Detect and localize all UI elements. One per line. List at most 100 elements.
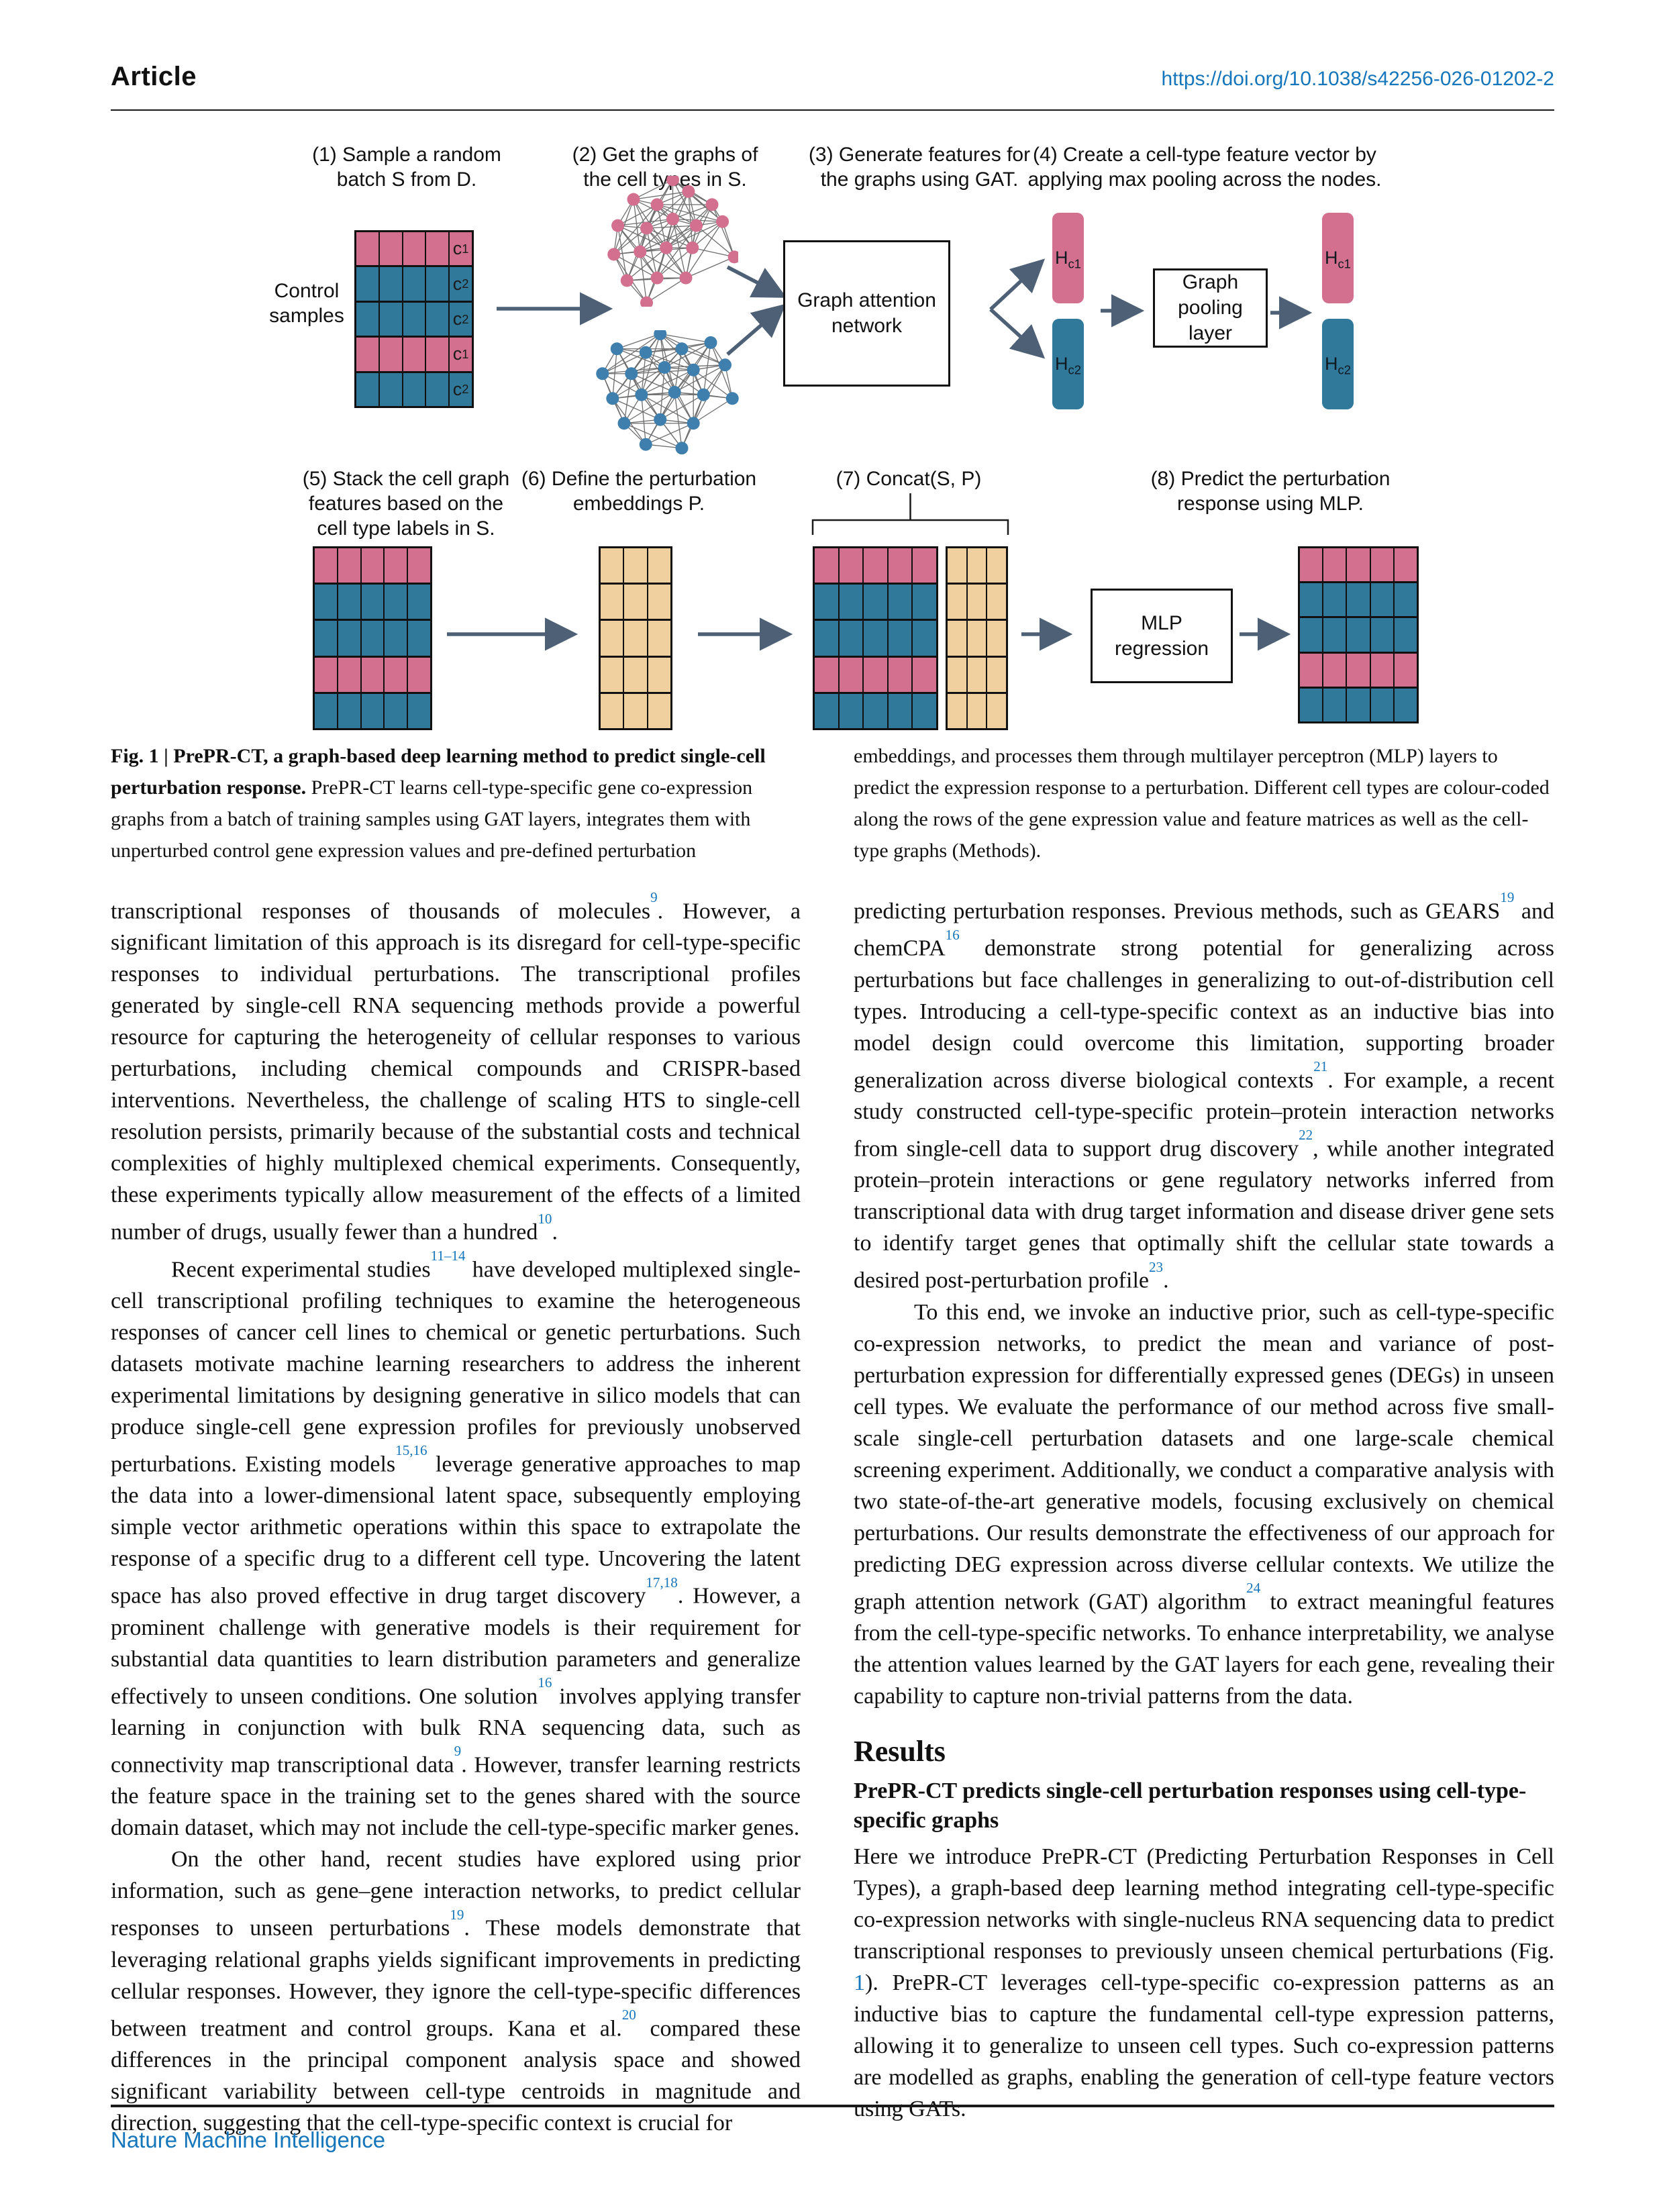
matrix-cell	[911, 657, 936, 692]
matrix-cell	[360, 585, 384, 619]
matrix-cell	[911, 693, 936, 729]
reference-link[interactable]: 23	[1148, 1258, 1164, 1275]
figure-reference-link[interactable]: 1	[854, 1970, 865, 1995]
reference-link[interactable]: 20	[621, 2007, 636, 2023]
matrix-cell	[336, 693, 360, 729]
perturbation-embeddings-matrix	[599, 546, 672, 730]
graph-node	[650, 271, 664, 285]
matrix-cell	[360, 693, 384, 729]
matrix-cell	[378, 232, 402, 266]
perturbation-embeddings-matrix-row	[601, 619, 670, 656]
reference-link[interactable]: 9	[650, 889, 658, 906]
matrix-cell	[425, 232, 448, 266]
perturbation-embeddings-matrix-row	[601, 655, 670, 692]
feature-vector-label: Hc2	[1325, 354, 1351, 377]
concat-bracket	[811, 493, 1009, 535]
reference-link[interactable]: 15,16	[395, 1442, 427, 1459]
matrix-cell	[1322, 688, 1346, 722]
matrix-cell	[401, 372, 425, 407]
matrix-cell	[1369, 583, 1393, 617]
reference-link[interactable]: 22	[1299, 1127, 1313, 1144]
reference-link[interactable]: 19	[1500, 889, 1515, 906]
concat-cell-matrix-row	[815, 619, 936, 656]
matrix-cell	[966, 585, 987, 619]
cell-type-feature-vector: Hc2	[1322, 319, 1354, 409]
figure-step-label-5: (5) Stack the cell graph features based o…	[302, 468, 510, 540]
paragraph: Here we introduce PrePR-CT (Predicting P…	[854, 1844, 1554, 2121]
matrix-cell	[838, 657, 863, 692]
matrix-cell	[887, 621, 912, 656]
matrix-cell	[815, 585, 838, 619]
paragraph: predicting perturbation responses. Previ…	[854, 889, 1555, 1293]
graph-node	[679, 271, 693, 285]
reference-link[interactable]: 16	[945, 926, 960, 943]
graph-node	[660, 241, 673, 254]
matrix-cell	[601, 585, 623, 619]
feature-vector-label: Hc2	[1055, 354, 1081, 377]
journal-name[interactable]: Nature Machine Intelligence	[111, 2127, 386, 2152]
matrix-cell	[360, 548, 384, 583]
concat-perturbation-matrix-row	[948, 655, 1006, 692]
graph-node	[634, 245, 647, 258]
matrix-cell	[336, 548, 360, 583]
matrix-cell	[1300, 583, 1322, 616]
reference-link[interactable]: 10	[538, 1210, 552, 1227]
predicted-response-matrix	[1298, 546, 1419, 723]
matrix-cell	[1393, 548, 1417, 582]
reference-link[interactable]: 16	[538, 1674, 552, 1691]
matrix-cell	[1369, 548, 1393, 582]
reference-link[interactable]: 21	[1313, 1058, 1328, 1075]
stacked-features-matrix-row	[315, 619, 430, 656]
matrix-cell	[948, 548, 966, 583]
matrix-cell	[1369, 688, 1393, 722]
graph-node	[596, 367, 609, 381]
matrix-cell	[601, 694, 623, 728]
reference-link[interactable]: 11–14	[430, 1248, 466, 1264]
figure-caption-right: embeddings, and processes them through m…	[854, 745, 1550, 862]
graph-node	[620, 274, 634, 287]
reference-link[interactable]: 19	[450, 1906, 464, 1923]
matrix-cell	[378, 338, 402, 371]
matrix-cell	[1346, 583, 1369, 617]
figure-1-diagram: (1) Sample a random batch S from D. (2) Ge…	[111, 134, 1554, 730]
body-column-right: predicting perturbation responses. Previ…	[854, 889, 1555, 2139]
matrix-cell	[815, 621, 838, 655]
reference-link[interactable]: 9	[454, 1743, 462, 1760]
figure-caption-left-text: PrePR-CT learns cell-type-specific gene …	[111, 776, 753, 862]
graph-node	[639, 346, 652, 359]
matrix-cell	[911, 621, 936, 656]
matrix-cell	[1322, 653, 1346, 687]
matrix-cell	[383, 585, 407, 619]
matrix-cell	[1369, 653, 1393, 687]
graph-node	[610, 342, 623, 356]
flow-arrow	[989, 258, 1046, 311]
footer-rule	[111, 2105, 1554, 2107]
graph-node	[697, 388, 710, 401]
concat-cell-matrix-row	[815, 548, 936, 583]
graph-node	[611, 219, 625, 232]
matrix-cell	[815, 694, 838, 728]
predicted-response-matrix-row	[1300, 581, 1417, 617]
matrix-cell	[1393, 618, 1417, 652]
reference-link[interactable]: 17,18	[646, 1574, 678, 1591]
matrix-cell	[1393, 653, 1417, 687]
graph-node	[617, 417, 631, 430]
matrix-cell	[986, 621, 1006, 656]
doi-link[interactable]: https://doi.org/10.1038/s42256-026-01202…	[1161, 68, 1554, 90]
flow-arrow	[726, 265, 787, 298]
reference-link[interactable]: 24	[1246, 1580, 1261, 1597]
paragraph: To this end, we invoke an inductive prio…	[854, 1299, 1555, 1709]
figure-step-label-3: (3) Generate features for the graphs usin…	[808, 144, 1031, 191]
matrix-cell	[407, 657, 430, 692]
results-heading: Results	[854, 1734, 946, 1768]
matrix-cell	[315, 548, 337, 583]
matrix-cell	[407, 693, 430, 729]
matrix-cell	[407, 585, 430, 619]
matrix-cell	[815, 658, 838, 692]
matrix-cell	[1322, 548, 1346, 582]
